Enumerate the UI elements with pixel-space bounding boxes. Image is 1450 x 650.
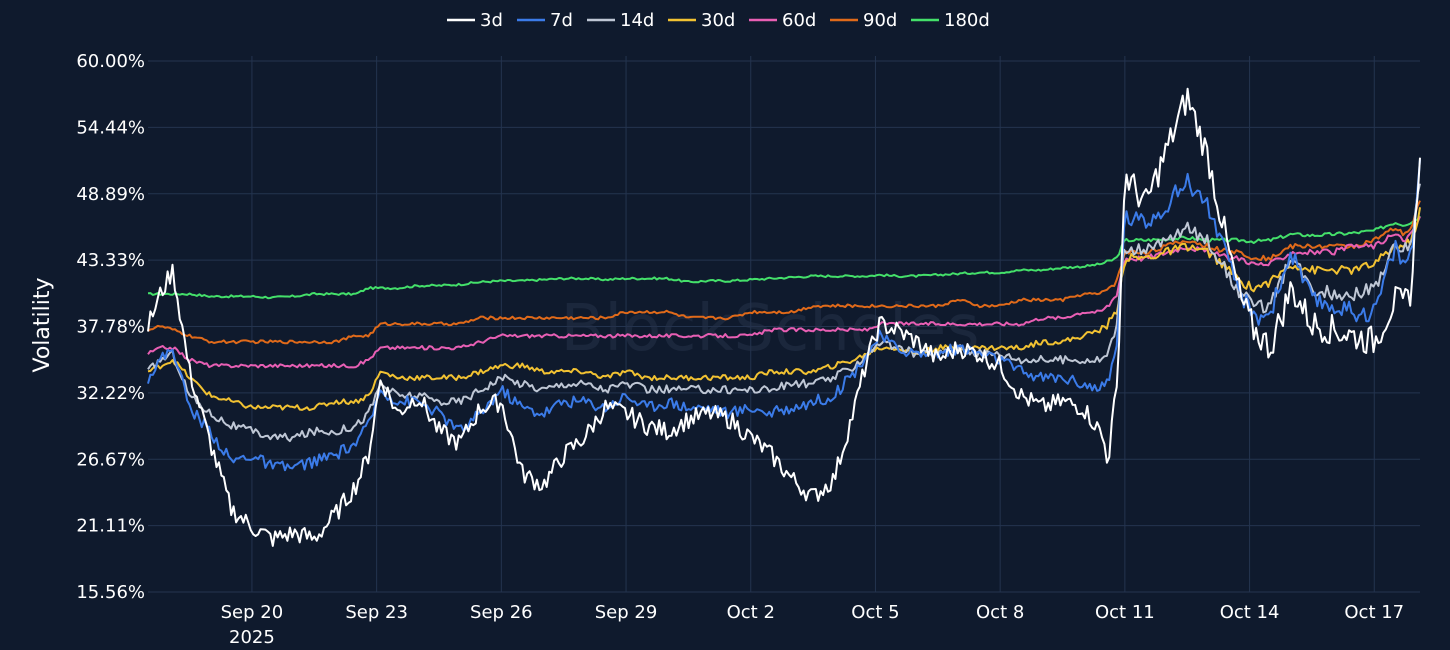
series-line-3d (147, 87, 1421, 547)
legend-label: 3d (480, 10, 503, 31)
y-tick-label: 21.11% (76, 516, 145, 537)
legend: 3d 7d 14d 30d 60d 90d 180d (447, 10, 990, 31)
y-tick-label: 54.44% (76, 117, 145, 138)
legend-item-7d[interactable]: 7d (517, 10, 573, 31)
legend-label: 180d (944, 10, 990, 31)
legend-item-30d[interactable]: 30d (668, 10, 735, 31)
legend-item-90d[interactable]: 90d (830, 10, 897, 31)
x-tick-label: Oct 2 (727, 602, 775, 623)
y-tick-label: 43.33% (76, 250, 145, 271)
y-tick-label: 48.89% (76, 184, 145, 205)
y-axis-title: Volatility (30, 277, 55, 372)
x-tick-label: Sep 20 (221, 602, 284, 623)
y-tick-label: 60.00% (76, 51, 145, 72)
y-tick-label: 32.22% (76, 383, 145, 404)
x-axis-ticks: Sep 20 2025 Sep 23 Sep 26 Sep 29 Oct 2 Oct 5 Oc… (221, 602, 1405, 648)
legend-label: 7d (550, 10, 573, 31)
x-tick-sublabel: 2025 (229, 627, 275, 648)
series-lines (147, 87, 1421, 547)
watermark: BlockScholes (560, 292, 979, 366)
y-tick-label: 37.78% (76, 317, 145, 338)
x-tick-label: Sep 23 (345, 602, 408, 623)
legend-item-14d[interactable]: 14d (587, 10, 654, 31)
x-tick-label: Sep 26 (470, 602, 533, 623)
x-tick-label: Oct 14 (1220, 602, 1280, 623)
y-tick-label: 15.56% (76, 582, 145, 603)
series-line-30d (147, 207, 1421, 412)
legend-item-180d[interactable]: 180d (911, 10, 990, 31)
x-tick-label: Oct 11 (1095, 602, 1155, 623)
series-line-14d (147, 183, 1421, 443)
x-tick-label: Oct 8 (976, 602, 1024, 623)
x-tick-label: Oct 5 (851, 602, 899, 623)
legend-label: 60d (782, 10, 816, 31)
legend-label: 14d (620, 10, 654, 31)
grid-lines (148, 56, 1420, 593)
legend-item-60d[interactable]: 60d (749, 10, 816, 31)
series-line-7d (147, 159, 1421, 472)
legend-item-3d[interactable]: 3d (447, 10, 503, 31)
y-axis-ticks: 15.56% 21.11% 26.67% 32.22% 37.78% 43.33% 48.8… (76, 51, 145, 603)
legend-label: 30d (701, 10, 735, 31)
y-tick-label: 26.67% (76, 449, 145, 470)
legend-label: 90d (863, 10, 897, 31)
x-tick-label: Oct 17 (1344, 602, 1404, 623)
x-tick-label: Sep 29 (595, 602, 658, 623)
